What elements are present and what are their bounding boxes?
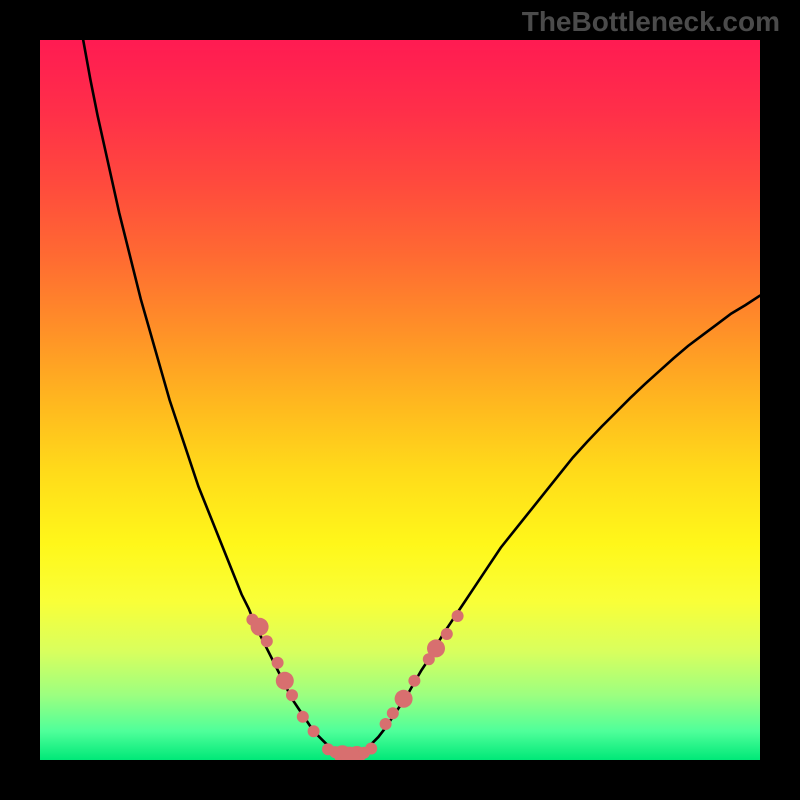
marker-dot: [272, 657, 284, 669]
marker-dot: [276, 672, 294, 690]
marker-dot: [380, 718, 392, 730]
marker-dot: [387, 707, 399, 719]
marker-dot: [427, 639, 445, 657]
plot-overlay: [40, 40, 760, 760]
marker-dot: [441, 628, 453, 640]
curve-left: [83, 40, 349, 756]
marker-dot: [286, 689, 298, 701]
plot-frame: [40, 40, 760, 760]
marker-dot: [251, 618, 269, 636]
marker-dot: [395, 690, 413, 708]
marker-dot: [261, 635, 273, 647]
marker-dot: [408, 675, 420, 687]
markers-left: [246, 614, 319, 738]
markers-bottom: [322, 742, 377, 760]
marker-dot: [297, 711, 309, 723]
marker-dot: [365, 742, 377, 754]
curve-right: [350, 296, 760, 757]
marker-dot: [452, 610, 464, 622]
watermark-text: TheBottleneck.com: [522, 6, 780, 38]
marker-dot: [308, 725, 320, 737]
stage: TheBottleneck.com: [0, 0, 800, 800]
